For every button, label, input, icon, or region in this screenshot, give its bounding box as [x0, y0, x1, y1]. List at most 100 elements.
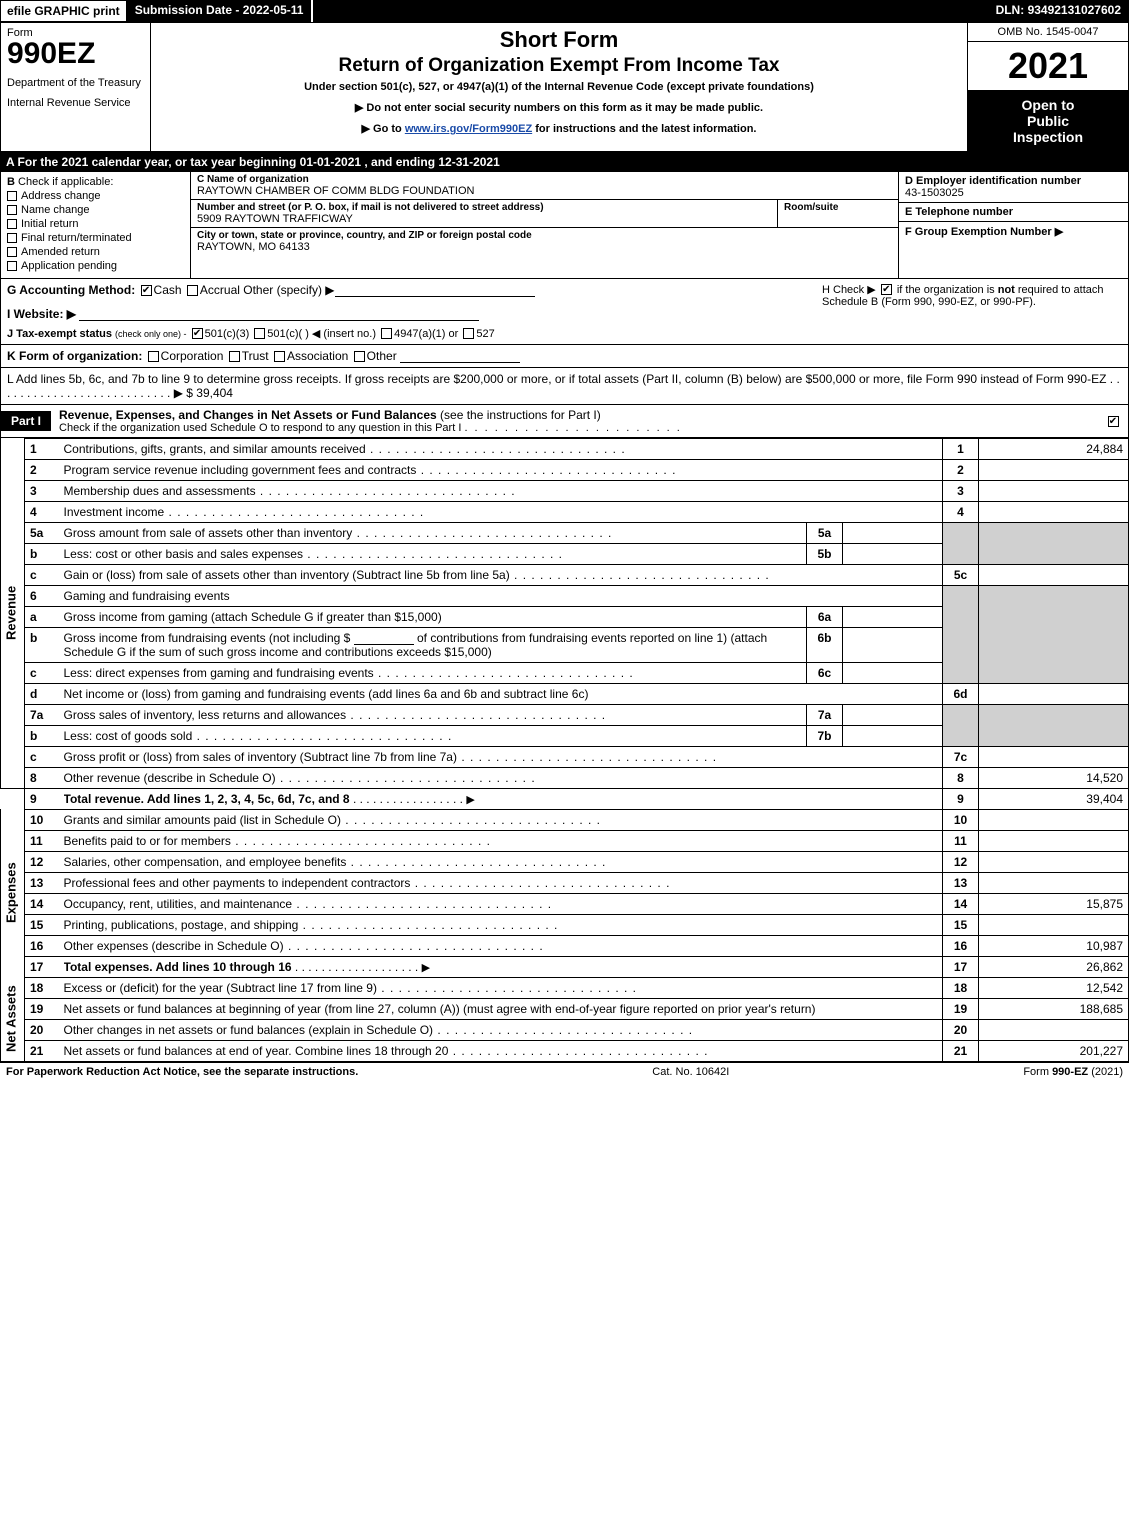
l6a-no: a	[25, 606, 59, 627]
l1-rnum: 1	[943, 438, 979, 459]
l18-rnum: 18	[943, 977, 979, 998]
l6-shade	[943, 585, 979, 683]
l5b-subval	[843, 543, 943, 564]
info-block: B Check if applicable: Address change Na…	[0, 172, 1129, 279]
l6b-blank[interactable]	[354, 633, 414, 645]
section-c: C Name of organization RAYTOWN CHAMBER O…	[191, 172, 898, 278]
l18-desc: Excess or (deficit) for the year (Subtra…	[64, 981, 938, 995]
chk-initial-return[interactable]	[7, 219, 17, 229]
top-bar: efile GRAPHIC print Submission Date - 20…	[0, 0, 1129, 22]
irs-link[interactable]: www.irs.gov/Form990EZ	[405, 123, 532, 135]
chk-address-change[interactable]	[7, 191, 17, 201]
l17-desc: Total expenses. Add lines 10 through 16	[64, 960, 292, 974]
l18-val: 12,542	[979, 977, 1129, 998]
l17-val: 26,862	[979, 956, 1129, 977]
l13-val	[979, 872, 1129, 893]
f-group-label: F Group Exemption Number ▶	[905, 225, 1122, 238]
section-k: K Form of organization: Corporation Trus…	[0, 345, 1129, 368]
l2-no: 2	[25, 459, 59, 480]
l11-no: 11	[25, 830, 59, 851]
part1-tag: Part I	[1, 411, 51, 431]
lbl-address-change: Address change	[21, 190, 101, 202]
l7ab-shade	[943, 704, 979, 746]
l17-rnum: 17	[943, 956, 979, 977]
website-blank[interactable]	[79, 309, 479, 321]
open-line1: Open to	[972, 97, 1124, 113]
l11-rnum: 11	[943, 830, 979, 851]
city-label: City or town, state or province, country…	[197, 230, 892, 241]
dln-label: DLN:	[996, 3, 1028, 17]
org-name: RAYTOWN CHAMBER OF COMM BLDG FOUNDATION	[197, 185, 892, 197]
l4-val	[979, 501, 1129, 522]
l9-no: 9	[25, 788, 59, 809]
revenue-vtab: Revenue	[1, 438, 25, 788]
l8-rnum: 8	[943, 767, 979, 788]
form-header-right: OMB No. 1545-0047 2021 Open to Public In…	[968, 23, 1128, 151]
l13-rnum: 13	[943, 872, 979, 893]
part1-header: Part I Revenue, Expenses, and Changes in…	[0, 405, 1129, 438]
lbl-501c: 501(c)( ) ◀ (insert no.)	[267, 328, 376, 340]
l7b-no: b	[25, 725, 59, 746]
chk-name-change[interactable]	[7, 205, 17, 215]
l4-no: 4	[25, 501, 59, 522]
l12-val	[979, 851, 1129, 872]
l10-val	[979, 809, 1129, 830]
l7b-desc: Less: cost of goods sold	[64, 729, 802, 743]
l6d-val	[979, 683, 1129, 704]
chk-501c3[interactable]	[192, 328, 203, 339]
chk-cash[interactable]	[141, 285, 152, 296]
l14-no: 14	[25, 893, 59, 914]
open-to-public: Open to Public Inspection	[968, 91, 1128, 151]
l2-rnum: 2	[943, 459, 979, 480]
l16-no: 16	[25, 935, 59, 956]
l4-desc: Investment income	[64, 505, 938, 519]
part1-subtitle-text: Check if the organization used Schedule …	[59, 422, 461, 434]
form-header: Form 990EZ Department of the Treasury In…	[0, 22, 1129, 152]
chk-527[interactable]	[463, 328, 474, 339]
l16-rnum: 16	[943, 935, 979, 956]
chk-association[interactable]	[274, 351, 285, 362]
section-h: H Check ▶ if the organization is not req…	[822, 283, 1122, 340]
l5b-desc: Less: cost or other basis and sales expe…	[64, 547, 802, 561]
i-label: I Website: ▶	[7, 307, 76, 321]
dept-treasury: Department of the Treasury	[7, 77, 144, 89]
form-title: Return of Organization Exempt From Incom…	[159, 55, 959, 77]
chk-amended-return[interactable]	[7, 247, 17, 257]
other-org-blank[interactable]	[400, 351, 520, 363]
chk-h-not-required[interactable]	[881, 284, 892, 295]
chk-trust[interactable]	[229, 351, 240, 362]
part1-checkbox[interactable]	[1098, 414, 1128, 428]
chk-501c[interactable]	[254, 328, 265, 339]
chk-part1-scho[interactable]	[1108, 416, 1119, 427]
instr2-post: for instructions and the latest informat…	[532, 123, 756, 135]
l1-val: 24,884	[979, 438, 1129, 459]
efile-print[interactable]: efile GRAPHIC print	[0, 0, 127, 22]
section-b: B Check if applicable: Address change Na…	[1, 172, 191, 278]
l6b-desc: Gross income from fundraising events (no…	[59, 627, 807, 662]
lbl-other-org: Other	[367, 349, 397, 363]
l6c-subval	[843, 662, 943, 683]
l-text: L Add lines 5b, 6c, and 7b to line 9 to …	[7, 372, 1106, 386]
chk-final-return[interactable]	[7, 233, 17, 243]
chk-other-org[interactable]	[354, 351, 365, 362]
l20-desc: Other changes in net assets or fund bala…	[64, 1023, 938, 1037]
lbl-other: Other (specify) ▶	[243, 283, 334, 297]
l6d-no: d	[25, 683, 59, 704]
chk-4947[interactable]	[381, 328, 392, 339]
lbl-application-pending: Application pending	[21, 260, 117, 272]
l6c-sub: 6c	[807, 662, 843, 683]
footer-left: For Paperwork Reduction Act Notice, see …	[6, 1066, 358, 1078]
short-form-title: Short Form	[159, 27, 959, 53]
l15-rnum: 15	[943, 914, 979, 935]
chk-corporation[interactable]	[148, 351, 159, 362]
c-name-label: C Name of organization	[197, 174, 892, 185]
chk-accrual[interactable]	[187, 285, 198, 296]
l5ab-shade-val	[979, 522, 1129, 564]
l5a-no: 5a	[25, 522, 59, 543]
part1-title: Revenue, Expenses, and Changes in Net As…	[51, 405, 1098, 437]
l5c-val	[979, 564, 1129, 585]
other-specify-blank[interactable]	[335, 285, 535, 297]
chk-application-pending[interactable]	[7, 261, 17, 271]
l8-no: 8	[25, 767, 59, 788]
l9-desc: Total revenue. Add lines 1, 2, 3, 4, 5c,…	[64, 792, 350, 806]
